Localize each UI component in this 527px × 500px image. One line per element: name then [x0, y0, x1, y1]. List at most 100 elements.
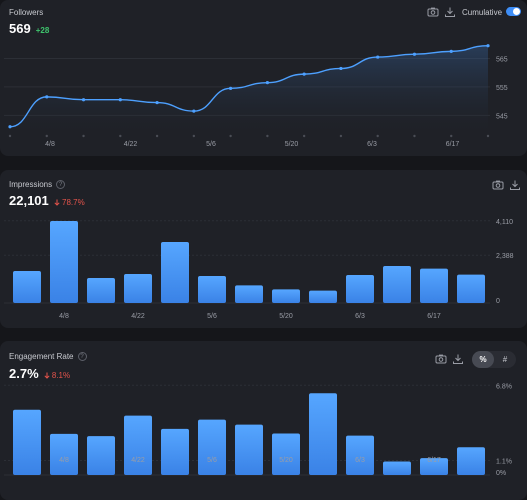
impressions-title: Impressions ? — [9, 180, 66, 189]
x-tick-label: 6/17 — [427, 457, 441, 464]
bar — [272, 289, 300, 303]
x-tick-label: 5/6 — [206, 141, 216, 148]
help-icon[interactable]: ? — [77, 352, 87, 361]
followers-area — [10, 45, 488, 131]
x-tick-label: 5/20 — [285, 141, 299, 148]
y-tick-label: 6.8% — [496, 383, 512, 390]
bar — [124, 274, 152, 303]
y-tick-label: 0 — [496, 298, 500, 305]
x-tick-label: 4/8 — [59, 313, 69, 320]
x-tick-label: 5/6 — [207, 457, 217, 464]
x-tick-label: 6/17 — [446, 141, 460, 148]
bar — [87, 436, 115, 475]
x-tick-dot — [376, 134, 379, 138]
engagement-chart: 6.8% 1.1% 0% 4/8 4/22 5/6 5/20 6/3 6/17 — [4, 383, 512, 477]
followers-point — [339, 66, 343, 71]
camera-icon[interactable] — [492, 179, 504, 191]
followers-value: 569 — [9, 21, 31, 36]
followers-point — [155, 100, 159, 105]
x-tick-dot — [302, 134, 306, 138]
engagement-summary: 2.7% 8.1% — [9, 366, 70, 381]
x-tick-label: 4/22 — [131, 457, 145, 464]
engagement-title: Engagement Rate ? — [9, 352, 87, 361]
x-tick-dot — [45, 134, 48, 138]
count-mode-button[interactable]: # — [502, 355, 508, 364]
x-tick-label: 6/17 — [427, 313, 441, 320]
bar — [457, 447, 485, 475]
x-tick-label: 6/3 — [367, 141, 377, 148]
bar — [198, 276, 226, 303]
bar — [346, 435, 374, 475]
impressions-delta-value: 78.7% — [62, 198, 85, 207]
impressions-delta: 78.7% — [54, 198, 85, 207]
x-tick-dot — [266, 134, 269, 138]
y-tick-label: 565 — [496, 56, 508, 63]
followers-point — [229, 86, 233, 90]
download-icon[interactable] — [509, 179, 521, 191]
y-tick-label: 555 — [496, 85, 508, 92]
followers-point — [192, 109, 196, 113]
followers-point — [265, 81, 269, 85]
cumulative-toggle[interactable] — [506, 7, 521, 16]
bar — [346, 275, 374, 303]
percent-mode-button[interactable]: % — [472, 351, 494, 368]
bar — [309, 290, 337, 303]
bar — [50, 433, 78, 475]
bar — [50, 221, 78, 303]
x-tick-dot — [82, 134, 85, 138]
bar — [457, 274, 485, 303]
x-tick-label: 6/3 — [355, 457, 365, 464]
x-tick-dot — [339, 134, 343, 138]
bar — [272, 433, 300, 475]
x-tick-dot — [155, 134, 159, 138]
x-tick-label: 4/22 — [131, 313, 145, 320]
bar — [87, 278, 115, 303]
camera-icon[interactable] — [435, 353, 447, 365]
bar — [309, 393, 337, 475]
bar — [13, 409, 41, 475]
engagement-delta-value: 8.1% — [51, 371, 71, 380]
followers-point — [486, 44, 490, 48]
arrow-down-icon — [44, 372, 50, 379]
followers-title-label: Followers — [9, 8, 44, 17]
x-tick-label: 5/6 — [207, 313, 217, 320]
followers-card: Followers 569 +28 Cumulative 565 555 545 4/… — [0, 0, 527, 156]
x-tick-dot — [413, 134, 416, 138]
cumulative-label: Cumulative — [462, 8, 503, 17]
bar — [13, 271, 41, 303]
followers-title: Followers — [9, 8, 43, 17]
arrow-down-icon — [54, 199, 60, 206]
engagement-value: 2.7% — [9, 366, 39, 381]
followers-delta: +28 — [35, 26, 50, 35]
bar — [161, 428, 189, 475]
x-tick-label: 4/22 — [124, 141, 138, 148]
bar — [420, 458, 448, 475]
download-icon[interactable] — [444, 6, 456, 18]
engagement-delta: 8.1% — [44, 371, 70, 380]
y-tick-label: 4,110 — [496, 219, 513, 226]
x-tick-label: 6/3 — [355, 313, 365, 320]
download-icon[interactable] — [452, 353, 464, 365]
camera-icon[interactable] — [427, 6, 439, 18]
followers-chart: 565 555 545 4/8 4/22 5/6 5/20 6/3 6/17 — [4, 44, 508, 148]
x-tick-dot — [450, 134, 453, 138]
rate-mode-toggle: % # — [472, 351, 516, 368]
impressions-title-label: Impressions — [9, 180, 53, 189]
help-icon[interactable]: ? — [56, 180, 66, 189]
y-tick-label: 2,388 — [496, 253, 514, 260]
followers-point — [8, 125, 12, 129]
y-tick-label: 1.1% — [496, 458, 512, 465]
x-tick-label: 5/20 — [279, 313, 293, 320]
followers-point — [302, 72, 306, 76]
impressions-card: Impressions ? 22,101 78.7% 4,110 2,388 0 4/… — [0, 170, 527, 328]
x-tick-label: 5/20 — [279, 457, 293, 464]
x-tick-dot — [192, 134, 196, 138]
followers-point — [412, 52, 417, 56]
followers-point — [376, 55, 380, 59]
bar — [235, 285, 263, 303]
impressions-value: 22,101 — [9, 193, 49, 208]
bar — [383, 266, 411, 303]
x-tick-dot — [119, 134, 122, 138]
followers-point — [45, 95, 49, 99]
bar — [124, 415, 152, 475]
